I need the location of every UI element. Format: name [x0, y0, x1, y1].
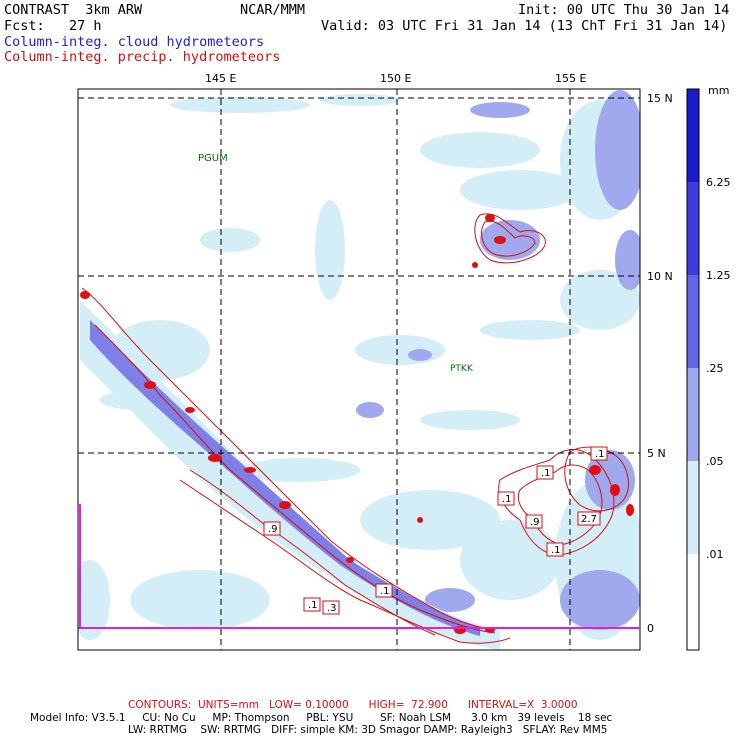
colorbar-level-label: .01	[706, 548, 724, 561]
svg-text:.1: .1	[595, 449, 605, 460]
contour-label: 2.7	[577, 511, 601, 526]
lat-label-15: 15 N	[647, 92, 673, 105]
colorbar-level-label: 1.25	[706, 269, 731, 282]
field-cloud-label: Column-integ. cloud hydrometeors	[4, 34, 265, 50]
contour-label: .9	[263, 521, 281, 536]
svg-text:.1: .1	[308, 600, 318, 611]
colorbar-swatch-3	[687, 275, 699, 368]
svg-text:.9: .9	[530, 517, 540, 528]
svg-text:.1: .1	[380, 586, 390, 597]
colorbar: mm 6.25 1.25 .25 .05 .01	[686, 84, 731, 651]
contour-label: .3	[322, 600, 340, 615]
lon-label-155: 155 E	[555, 72, 586, 85]
svg-text:.9: .9	[268, 524, 278, 535]
cloud-light-shading	[78, 94, 640, 640]
lat-label-10: 10 N	[647, 270, 673, 283]
map-frame	[77, 88, 641, 651]
convective-cores	[80, 214, 634, 634]
svg-text:.1: .1	[502, 494, 512, 505]
valid-time: Valid: 03 UTC Fri 31 Jan 14 (13 ChT Fri …	[321, 18, 728, 34]
contour-label-group: .9 .1 .3 .1 .1 .1 .1 .9 2.7 .1	[263, 446, 608, 615]
station-pgum: PGUM	[198, 153, 228, 164]
svg-text:.1: .1	[551, 545, 561, 556]
lon-label-145: 145 E	[205, 72, 236, 85]
contour-label: .1	[303, 597, 321, 612]
colorbar-level-label: .05	[706, 455, 724, 468]
field-precip-label: Column-integ. precip. hydrometeors	[4, 49, 281, 65]
svg-text:.3: .3	[327, 603, 337, 614]
lat-label-0: 0	[647, 622, 654, 635]
lat-label-5: 5 N	[647, 447, 666, 460]
contour-label: .1	[497, 491, 515, 506]
colorbar-swatch-6	[687, 554, 699, 650]
colorbar-frame	[686, 88, 700, 651]
contour-label: .1	[546, 542, 564, 557]
colorbar-swatch-1	[687, 89, 699, 182]
svg-text:.1: .1	[541, 468, 551, 479]
model-info-line2: LW: RRTMG SW: RRTMG DIFF: simple KM: 3D …	[128, 724, 608, 736]
contour-label: .1	[375, 583, 393, 598]
domain-boundary	[78, 504, 640, 629]
org-label: NCAR/MMM	[240, 2, 306, 18]
contours-info: CONTOURS: UNITS=mm LOW= 0.10000 HIGH= 72…	[128, 699, 578, 711]
cloud-medium-shading	[356, 90, 640, 630]
contour-label: .1	[536, 465, 554, 480]
station-ptkk: PTKK	[450, 364, 474, 374]
contour-label: .1	[590, 446, 608, 461]
colorbar-level-label: .25	[706, 362, 724, 375]
colorbar-swatch-4	[687, 368, 699, 461]
svg-text:2.7: 2.7	[581, 514, 597, 525]
lon-label-150: 150 E	[380, 72, 411, 85]
colorbar-level-label: 6.25	[706, 176, 731, 189]
colorbar-swatch-2	[687, 182, 699, 275]
contour-label: .9	[525, 514, 543, 529]
hydrometeor-field	[78, 90, 640, 650]
forecast-hour: Fcst: 27 h	[4, 18, 102, 34]
colorbar-unit: mm	[708, 84, 729, 97]
colorbar-swatch-5	[687, 461, 699, 554]
model-info-line1: Model Info: V3.5.1 CU: No Cu MP: Thompso…	[30, 712, 613, 724]
init-time: Init: 00 UTC Thu 30 Jan 14	[518, 2, 730, 18]
model-title: CONTRAST 3km ARW	[4, 2, 143, 18]
